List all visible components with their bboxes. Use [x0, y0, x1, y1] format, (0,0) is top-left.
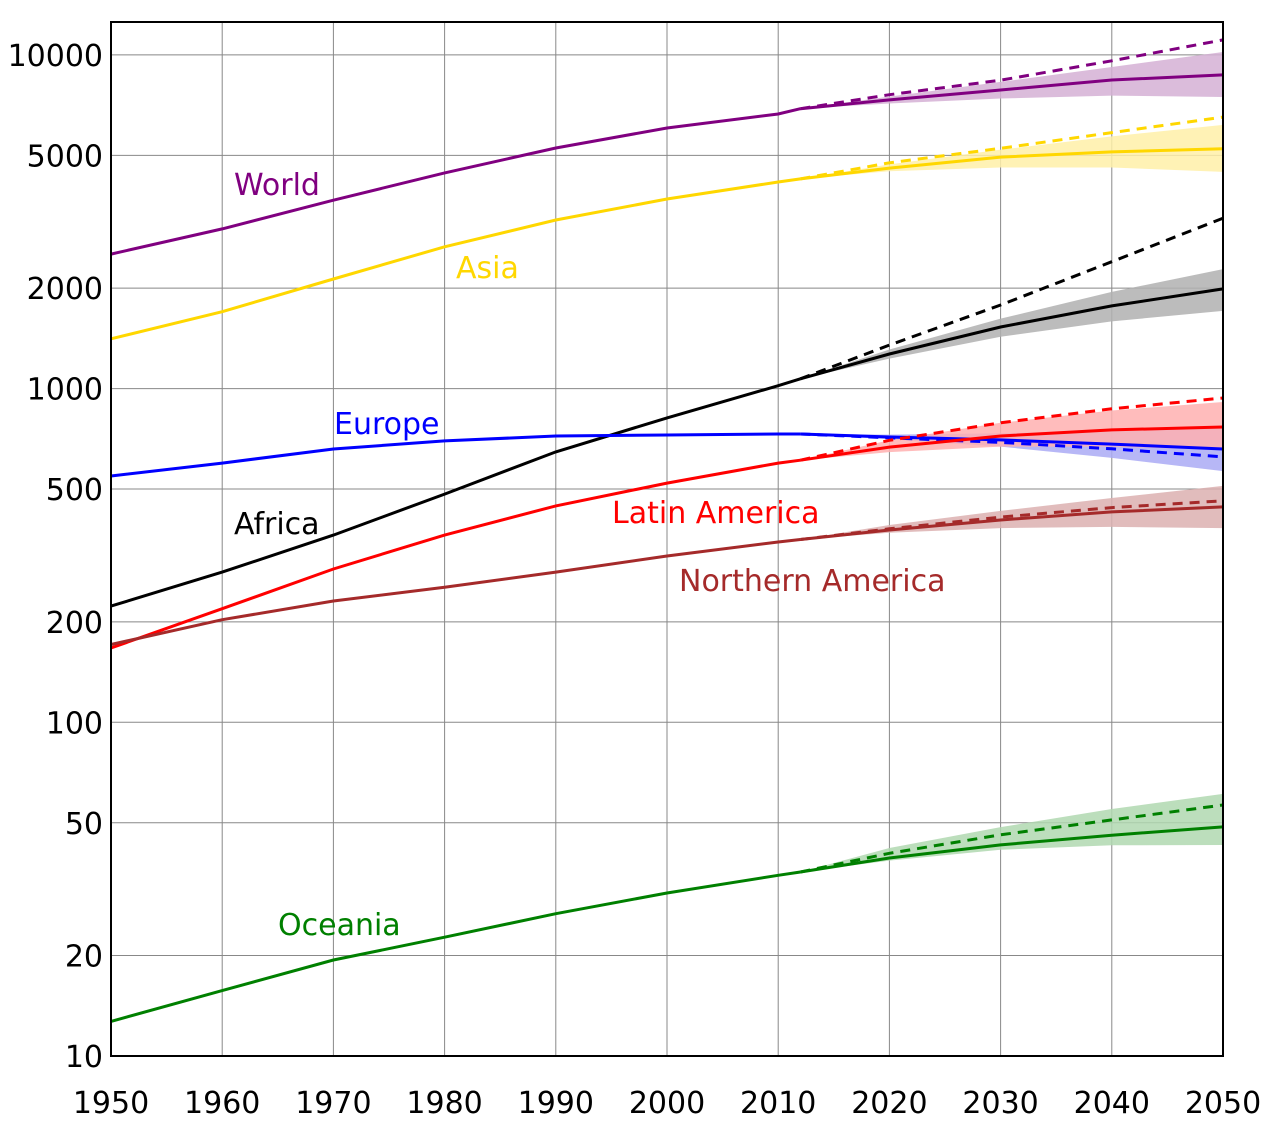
- europe-label: Europe: [334, 407, 440, 442]
- europe-projection-high-line: [800, 432, 1224, 459]
- asia-label: Asia: [456, 251, 519, 286]
- africa-projection-high-line: [799, 216, 1224, 381]
- asia-projection-median-line: [800, 147, 1224, 181]
- oceania-line: [110, 870, 801, 1023]
- africa-line: [110, 377, 801, 608]
- y-tick-label: 5000: [27, 139, 103, 174]
- x-tick-label: 2050: [1185, 1086, 1261, 1121]
- northern-america-projection-high-line: [800, 499, 1224, 541]
- x-tick-label: 1980: [406, 1086, 482, 1121]
- tick-labels: 1950 1960 1970 1980 1990 2000 2010 2020 2030 2040…: [8, 39, 1262, 1121]
- y-tick-label: 100: [46, 706, 103, 741]
- latin-america-projection-high-line: [800, 396, 1224, 462]
- world-projection-median-line: [800, 73, 1224, 111]
- x-tick-label: 2040: [1074, 1086, 1150, 1121]
- y-tick-label: 10000: [8, 39, 103, 74]
- oceania-label: Oceania: [278, 908, 401, 943]
- y-tick-label: 500: [46, 473, 103, 508]
- oceania-projection-median-line: [800, 825, 1224, 874]
- x-tick-label: 1950: [73, 1086, 149, 1121]
- oceania-projection-high-line: [800, 803, 1224, 874]
- plot-frame: [110, 21, 1224, 1057]
- x-tick-label: 1960: [184, 1086, 260, 1121]
- y-tick-label: 200: [46, 606, 103, 641]
- latin-america-label: Latin America: [612, 496, 820, 531]
- asia-line: [110, 177, 801, 341]
- y-tick-label: 1000: [27, 373, 103, 408]
- series-lines: [110, 38, 1224, 1023]
- northern-america-label: Northern America: [679, 564, 945, 599]
- world-label: World: [234, 168, 320, 203]
- y-tick-label: 20: [65, 940, 103, 975]
- x-tick-label: 2000: [629, 1086, 705, 1121]
- latin-america-line: [110, 458, 801, 650]
- y-tick-label: 50: [65, 807, 103, 842]
- y-tick-label: 10: [65, 1040, 103, 1075]
- africa-label: Africa: [234, 507, 320, 542]
- projection-bands: [800, 52, 1223, 872]
- asia-projection-high-line: [800, 115, 1224, 181]
- world-projection-band: [800, 52, 1223, 109]
- series-labels: World Asia Africa Europe Latin America Northe…: [234, 168, 945, 943]
- y-tick-label: 2000: [27, 272, 103, 307]
- world-projection-high-line: [800, 38, 1224, 111]
- x-tick-label: 2010: [740, 1086, 816, 1121]
- x-tick-label: 2030: [962, 1086, 1038, 1121]
- x-tick-label: 2020: [851, 1086, 927, 1121]
- latin-america-projection-median-line: [800, 425, 1224, 462]
- europe-line: [110, 432, 801, 478]
- world-line: [110, 107, 801, 256]
- x-tick-label: 1990: [518, 1086, 594, 1121]
- northern-america-line: [110, 538, 801, 646]
- oceania-projection-band: [800, 793, 1223, 872]
- africa-projection-median-line: [799, 287, 1224, 381]
- x-tick-label: 1970: [295, 1086, 371, 1121]
